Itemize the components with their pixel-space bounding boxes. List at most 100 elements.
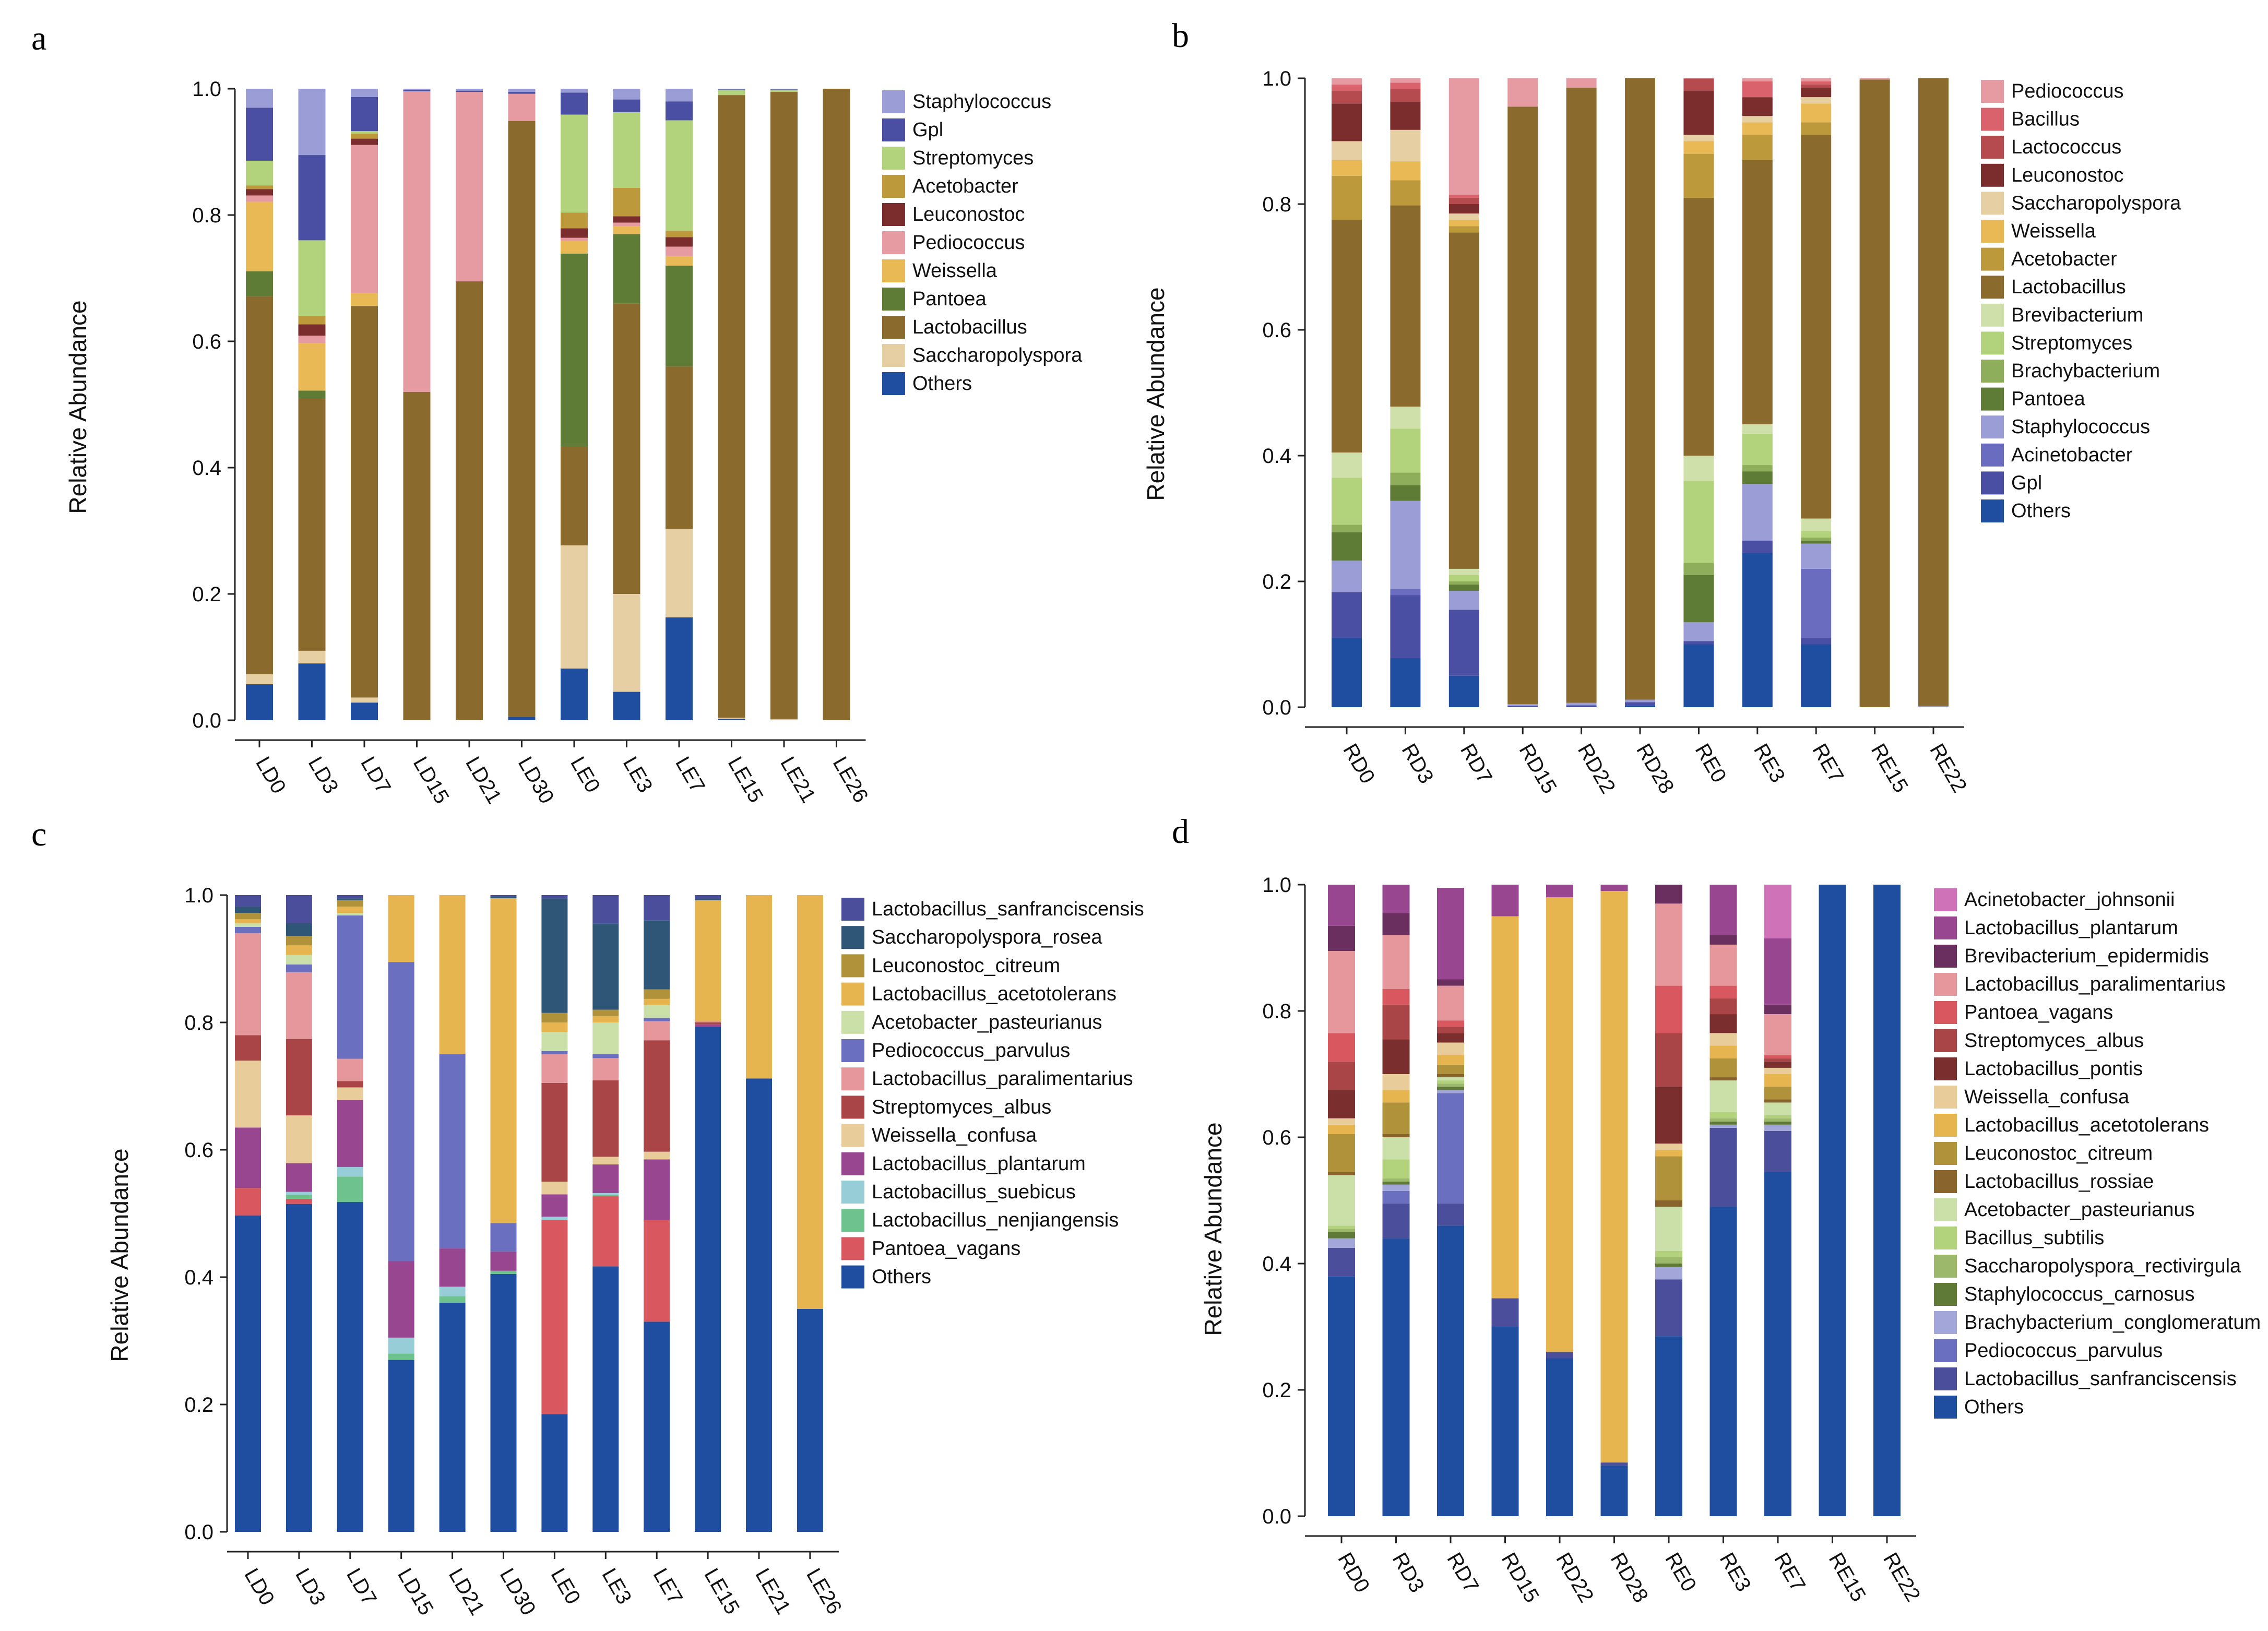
bar-segment-Brevibacterium (1332, 452, 1362, 478)
bar-segment-Lactobacillus_suebicus (541, 1217, 568, 1220)
legend-swatch (1934, 945, 1957, 968)
legend-label: Acetobacter_pasteurianus (1964, 1199, 2195, 1221)
legend-swatch (882, 372, 905, 395)
bar-segment-Others (439, 1302, 466, 1532)
bar-segment-Lactobacillus_nenjiangensis (286, 1195, 312, 1199)
y-tick-label: 0.2 (1262, 570, 1291, 593)
bar-segment-Bacillus (1448, 194, 1479, 198)
bar-segment-Staphylococcus_carnosus (1437, 1087, 1464, 1090)
bar-segment-Staphylococcus_carnosus (1382, 1181, 1410, 1185)
bar-segment-Leuconostoc_citreum (337, 900, 363, 907)
bar-segment-Lactobacillus_plantarum (388, 1261, 414, 1338)
y-tick-label: 0.6 (1262, 1126, 1291, 1149)
bar-segment-Acinetobacter (1801, 568, 1832, 638)
legend-label: Leuconostoc (912, 204, 1025, 225)
y-tick-label: 1.0 (1262, 874, 1291, 897)
legend-swatch (1981, 163, 2004, 187)
bar-segment-Lactobacillus (561, 446, 588, 545)
bar-segment-Streptomyces (351, 131, 378, 134)
legend-label: Streptomyces (2011, 332, 2132, 354)
legend-swatch (841, 1237, 864, 1260)
bar-RD28 (1625, 78, 1655, 707)
bar-RD28 (1600, 885, 1628, 1516)
bar-segment-Acetobacter_pasteurianus (1382, 1137, 1410, 1160)
bar-segment-Others (1625, 705, 1655, 707)
legend-label: Lactobacillus_plantarum (1964, 917, 2178, 939)
bar-RD7 (1448, 78, 1479, 707)
bar-segment-Staphylococcus (613, 89, 640, 100)
bar-segment-Lactobacillus_acetotolerans (1328, 1124, 1355, 1134)
bar-segment-Lactococcus (1683, 78, 1714, 91)
legend-label: Brachybacterium (2011, 360, 2160, 382)
legend-swatch (1934, 1283, 1957, 1306)
bar-segment-Gpl (351, 97, 378, 132)
bar-LD7 (351, 89, 378, 720)
bar-segment-Lactobacillus_pontis (1437, 1033, 1464, 1043)
bar-segment-Saccharopolyspora_rosea (644, 920, 670, 990)
bar-segment-Pantoea_vagans (1709, 985, 1737, 998)
bar-segment-Brevibacterium (1742, 424, 1773, 434)
y-tick-label: 0.0 (1262, 1505, 1291, 1528)
y-tick-label: 0.2 (184, 1394, 213, 1416)
panel-label: b (1172, 17, 1189, 55)
legend-label: Brachybacterium_conglomeratum (1964, 1312, 2261, 1334)
bar-segment-Lactobacillus (1801, 135, 1832, 519)
bar-segment-Lactobacillus_sanfranciscensis (695, 895, 721, 899)
bar-segment-Lactobacillus_suebicus (337, 1166, 363, 1177)
legend-label: Acetobacter_pasteurianus (872, 1011, 1102, 1033)
bar-segment-Leuconostoc_citreum (541, 1013, 568, 1022)
bar-segment-Leuconostoc (351, 138, 378, 145)
bar-segment-Pantoea (613, 234, 640, 304)
bar-segment-Leuconostoc_citreum (1382, 1102, 1410, 1134)
legend-label: Lactobacillus_rossiae (1964, 1171, 2154, 1193)
bar-segment-Others (351, 703, 378, 720)
y-axis-title: Relative Abundance (1142, 287, 1169, 501)
legend-swatch (1934, 1396, 1957, 1419)
legend-label: Lactobacillus_sanfranciscensis (872, 898, 1144, 920)
bar-segment-Gpl (666, 101, 693, 121)
bar-segment-Saccharopolyspora (1448, 213, 1479, 220)
legend-label: Pediococcus (912, 232, 1025, 254)
bar-segment-Lactobacillus_pontis (1382, 1039, 1410, 1074)
bar-segment-Weissella (351, 293, 378, 306)
legend-label: Weissella_confusa (1964, 1086, 2130, 1108)
bar-segment-Lactobacillus_sanfranciscensis (592, 895, 619, 924)
bar-segment-Lactobacillus (508, 121, 536, 717)
bar-segment-Pediococcus (1859, 78, 1890, 80)
bar-segment-Saccharopolyspora_rectivirgula (1655, 1257, 1682, 1264)
bar-segment-Lactobacillus_paralimentarius (1655, 903, 1682, 986)
bar-segment-Streptomyces (1801, 531, 1832, 538)
bar-segment-Others (1600, 1466, 1628, 1516)
legend-label: Pediococcus_parvulus (1964, 1340, 2163, 1362)
bar-segment-Staphylococcus (403, 89, 431, 90)
legend-swatch (1981, 331, 2004, 355)
legend-label: Others (1964, 1396, 2024, 1418)
bar-segment-Streptomyces_albus (592, 1080, 619, 1157)
bar-segment-Staphylococcus (1507, 704, 1538, 706)
bar-segment-Brevibacterium_epidermidis (1382, 913, 1410, 935)
legend-swatch (1934, 1311, 1957, 1334)
bar-segment-Saccharopolyspora (666, 529, 693, 617)
bar-segment-Lactobacillus_acetotolerans (1491, 916, 1519, 1299)
legend-swatch (841, 1152, 864, 1175)
bar-segment-Gpl (246, 108, 273, 161)
bar-segment-Brevibacterium (1448, 568, 1479, 575)
bar-segment-Streptomyces_albus (1328, 1061, 1355, 1090)
legend-swatch (1934, 1001, 1957, 1024)
bar-segment-Pediococcus (508, 93, 536, 121)
bar-segment-Lactobacillus (246, 296, 273, 674)
legend-label: Gpl (2011, 472, 2042, 494)
bar-segment-Bacillus (1742, 81, 1773, 98)
bar-LE3 (592, 895, 619, 1532)
bar-RE3 (1742, 78, 1773, 707)
bar-segment-Pediococcus (561, 237, 588, 241)
bar-segment-Acetobacter_pasteurianus (1655, 1207, 1682, 1251)
bar-segment-Brevibacterium_epidermidis (1328, 925, 1355, 951)
bar-segment-Others (718, 719, 745, 720)
bar-segment-Acetobacter (1801, 122, 1832, 135)
y-axis-title: Relative Abundance (1200, 1122, 1227, 1336)
bar-segment-Acinetobacter_johnsonii (1764, 885, 1791, 938)
bar-segment-Weissella_confusa (644, 1151, 670, 1160)
bar-segment-Lactobacillus_plantarum (1764, 938, 1791, 1005)
legend-swatch (1934, 1086, 1957, 1109)
